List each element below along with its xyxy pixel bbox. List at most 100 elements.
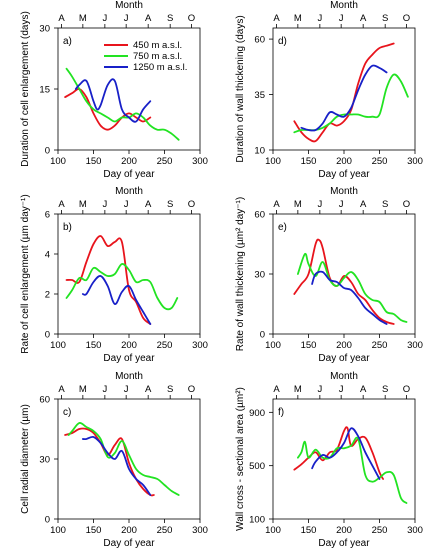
plot-frame [272,398,416,520]
series-line-1250 [300,64,388,132]
x-tick-label: 200 [121,156,137,167]
y-tick-label: 0 [45,515,50,526]
month-tick-label: A [360,384,367,395]
month-tick-label: A [145,384,152,395]
month-tick-label: J [102,384,107,395]
month-tick-label: S [382,384,388,395]
series-line-750 [297,436,408,504]
month-tick-label: J [339,384,344,395]
x-axis-title: Day of year [318,353,370,364]
y-axis-title: Duration of wall thickening (days) [235,15,246,162]
month-axis-title: Month [330,371,358,382]
month-tick-label: M [294,384,302,395]
x-tick-label: 100 [50,156,66,167]
y-axis-title: Wall cross - sectional area (µm²) [235,387,246,531]
month-tick-label: J [124,384,129,395]
y-tick-label: 2 [45,290,50,301]
y-tick-label: 60 [254,210,265,221]
x-tick-label: 100 [50,340,66,351]
month-tick-label: J [102,13,107,24]
y-tick-label: 30 [254,270,265,281]
x-tick-label: 200 [336,525,352,536]
legend: 450 m a.s.l. 750 m a.s.l. 1250 m a.s.l. [104,40,187,73]
panel-label: f) [278,407,284,418]
series-line-1250 [74,78,152,123]
panel-b: 100 150 200 250 300 Day of year A M J J A S O Month 0 2… [20,186,208,364]
month-tick-label: O [188,199,195,210]
y-tick-label: 0 [45,330,50,341]
legend-label-1250: 1250 m a.s.l. [133,62,187,73]
x-axis-title: Day of year [318,169,370,180]
series-line-450 [64,427,155,497]
x-tick-label: 200 [121,340,137,351]
month-tick-label: A [58,384,65,395]
panel-label: a) [63,36,72,47]
x-tick-label: 100 [50,525,66,536]
legend-label-450: 450 m a.s.l. [133,40,182,51]
y-tick-label: 60 [39,395,50,406]
series-line-1250 [311,427,381,480]
month-tick-label: M [294,13,302,24]
x-axis-title: Day of year [103,169,155,180]
x-tick-label: 100 [265,525,281,536]
x-tick-label: 250 [372,156,388,167]
x-tick-label: 250 [372,525,388,536]
month-tick-label: J [339,13,344,24]
x-tick-label: 150 [301,525,317,536]
month-tick-label: J [124,199,129,210]
month-axis-title: Month [115,371,143,382]
month-tick-label: J [339,199,344,210]
panel-e: 100 150 200 250 300 Day of year A M J J A S O Month 0 3… [235,186,423,364]
x-tick-label: 150 [301,156,317,167]
y-tick-label: 4 [45,250,50,261]
series-line-1250 [81,275,152,325]
month-tick-label: S [167,384,173,395]
month-tick-label: S [382,199,388,210]
month-tick-label: A [145,199,152,210]
month-tick-label: A [273,199,280,210]
y-tick-label: 100 [249,515,265,526]
y-tick-label: 35 [254,90,265,101]
x-tick-label: 300 [192,156,208,167]
month-tick-label: M [79,13,87,24]
x-tick-label: 250 [372,340,388,351]
month-tick-label: A [58,199,65,210]
plot-frame [57,398,201,520]
y-tick-label: 15 [39,85,50,96]
y-axis-title: Cell radial diameter (µm) [20,404,31,514]
month-axis-title: Month [330,0,358,11]
x-tick-label: 300 [192,525,208,536]
x-tick-label: 250 [157,156,173,167]
x-tick-label: 200 [336,340,352,351]
x-tick-label: 100 [265,156,281,167]
y-axis-title: Rate of cell enlargement (µm day⁻¹) [20,194,31,353]
month-tick-label: J [317,199,322,210]
month-tick-label: M [79,384,87,395]
month-axis-title: Month [330,186,358,197]
y-tick-label: 60 [254,35,265,46]
x-tick-label: 150 [301,340,317,351]
plot-frame [272,213,416,335]
panel-a: 100 150 200 250 300 Day of year A M J J A S O Month 0 1… [20,0,208,180]
series-line-450 [293,42,395,143]
plot-frame [57,213,201,335]
month-tick-label: O [403,199,410,210]
x-axis-title: Day of year [103,353,155,364]
y-axis-title: Rate of wall thickening (µm² day⁻¹) [235,197,246,351]
series-line-750 [293,73,409,134]
series-line-750 [65,67,180,141]
y-tick-label: 0 [260,330,265,341]
x-tick-label: 250 [157,340,173,351]
month-tick-label: S [167,199,173,210]
x-tick-label: 150 [86,525,102,536]
x-tick-label: 300 [407,156,423,167]
panel-label: c) [63,407,71,418]
panel-label: e) [278,222,287,233]
month-tick-label: M [294,199,302,210]
month-tick-label: A [273,13,280,24]
series-line-750 [297,252,408,323]
month-tick-label: M [79,199,87,210]
y-tick-label: 0 [45,146,50,157]
x-tick-label: 150 [86,340,102,351]
